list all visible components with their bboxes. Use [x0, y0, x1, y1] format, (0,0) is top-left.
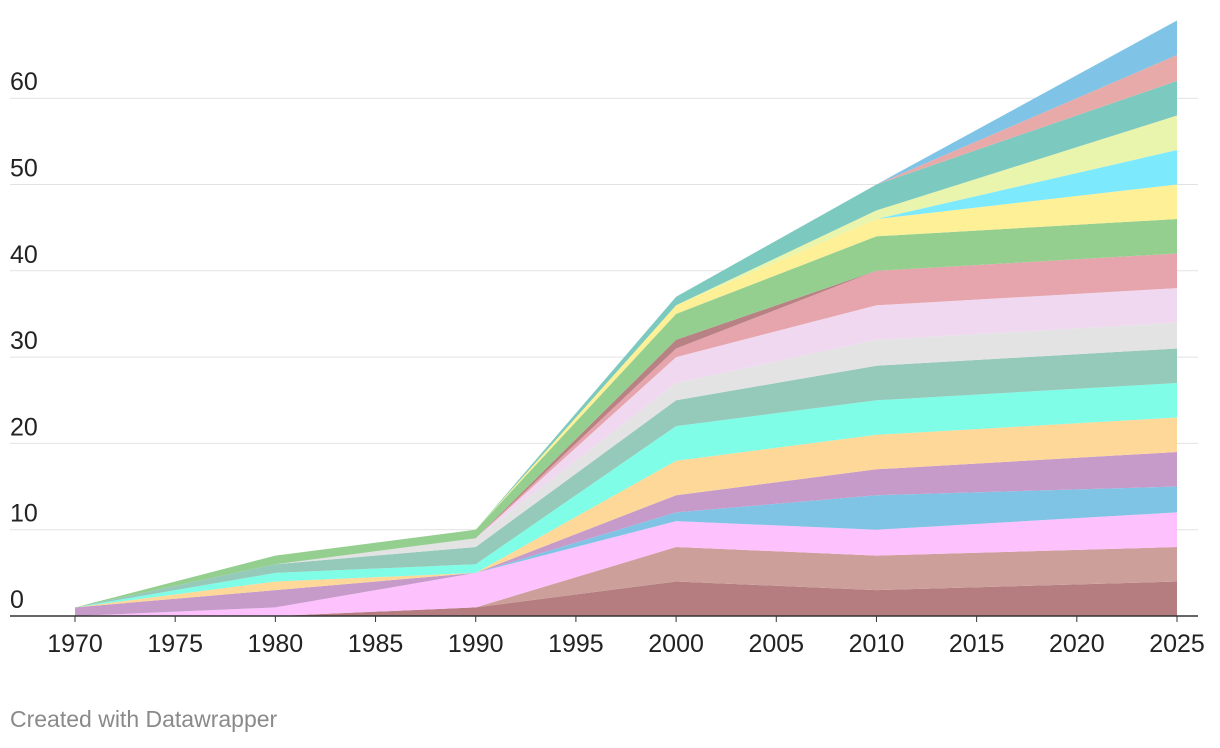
x-tick-label: 1975 [147, 630, 203, 658]
area-series-16 [75, 115, 1177, 608]
area-series-11 [75, 253, 1177, 608]
area-series-5 [75, 452, 1177, 616]
y-tick-label: 30 [10, 327, 38, 355]
axes: 0 10 20 30 40 50 60 1970 1975 1980 1985 1990 1995 200… [10, 68, 1205, 658]
area-series-17 [75, 80, 1177, 608]
area-series-13 [75, 219, 1177, 608]
area-series [75, 20, 1177, 616]
chart-svg: 0 10 20 30 40 50 60 1970 1975 1980 1985 1990 1995 200… [10, 20, 1205, 658]
y-tick-label: 50 [10, 155, 38, 183]
x-tick-label: 1970 [47, 630, 103, 658]
area-series-3 [75, 512, 1177, 616]
y-tick-label: 20 [10, 413, 38, 441]
x-tick-label: 2005 [748, 630, 804, 658]
x-tick-label: 2010 [849, 630, 905, 658]
x-tick-label: 1995 [548, 630, 604, 658]
y-tick-label: 0 [10, 586, 24, 614]
area-series-4 [75, 486, 1177, 616]
area-series-7 [75, 383, 1177, 608]
y-tick-label: 40 [10, 241, 38, 269]
x-tick-label: 2020 [1049, 630, 1105, 658]
x-tick-label: 2015 [949, 630, 1005, 658]
x-tick-label: 1985 [348, 630, 404, 658]
area-series-18 [75, 55, 1177, 608]
x-tick-label: 2000 [648, 630, 704, 658]
x-tick-label: 2025 [1149, 630, 1205, 658]
area-series-9 [75, 322, 1177, 608]
x-tick-label: 1990 [448, 630, 504, 658]
area-series-8 [75, 348, 1177, 608]
credit-text: Created with Datawrapper [10, 706, 278, 732]
area-series-2 [75, 547, 1177, 616]
area-series-6 [75, 417, 1177, 608]
stacked-area-chart: 0 10 20 30 40 50 60 1970 1975 1980 1985 1990 1995 200… [10, 20, 1205, 658]
area-series-15 [75, 150, 1177, 608]
y-tick-label: 60 [10, 68, 38, 96]
x-tick-label: 1980 [248, 630, 304, 658]
y-tick-label: 10 [10, 500, 38, 528]
area-series-1 [75, 581, 1177, 616]
area-series-10 [75, 288, 1177, 608]
